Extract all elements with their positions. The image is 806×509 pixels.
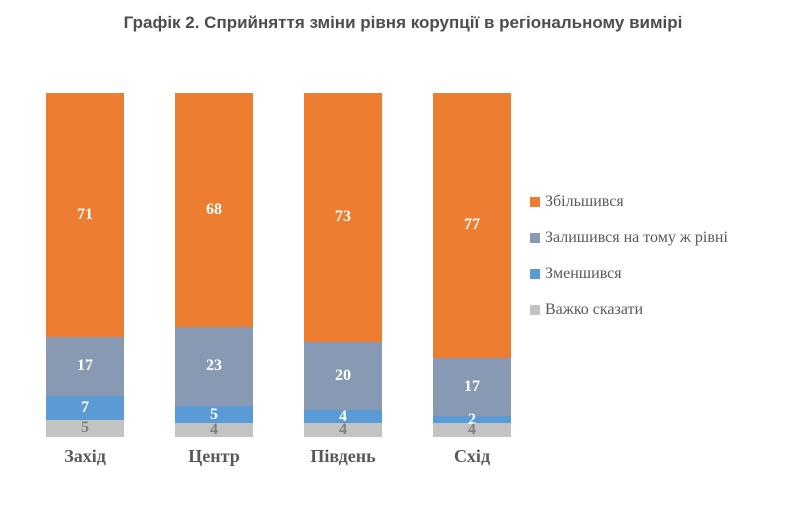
bar-2: 68 23 5 4 xyxy=(175,93,253,439)
bar-segment-series-2: 17 xyxy=(433,357,511,417)
segment-value-label: 7 xyxy=(81,398,89,416)
category-label-3: Південь xyxy=(310,446,376,466)
segment-value-label: 5 xyxy=(81,419,89,437)
segment-value-label: 17 xyxy=(77,357,93,375)
bar-segment-series-3: 4 xyxy=(304,407,382,425)
bar-segment-series-4: 5 xyxy=(46,419,124,437)
segment-value-label: 4 xyxy=(339,407,347,425)
bar-segment-series-1: 73 xyxy=(304,93,382,342)
segment-value-label: 73 xyxy=(335,208,351,226)
legend-item-1: Збільшився xyxy=(530,184,728,220)
category-label-2: Центр xyxy=(188,446,240,466)
legend-swatch-icon xyxy=(530,233,540,243)
plot-area: 71 17 7 5 68 23 5 4 73 20 4 4 77 17 2 4 xyxy=(46,93,512,439)
legend-label: Зменшився xyxy=(545,265,622,282)
bar-3: 73 20 4 4 xyxy=(304,93,382,439)
bar-segment-series-3: 5 xyxy=(175,405,253,424)
bar-segment-series-4: 4 xyxy=(175,421,253,439)
category-label-1: Захід xyxy=(64,446,106,466)
bar-segment-series-1: 68 xyxy=(175,93,253,327)
legend-item-2: Залишився на тому ж рівні xyxy=(530,220,728,256)
category-axis: Захід Центр Південь Схід xyxy=(46,446,512,472)
legend-label: Залишився на тому ж рівні xyxy=(545,229,728,246)
chart-legend: Збільшився Залишився на тому ж рівні Зменш… xyxy=(530,184,728,328)
segment-value-label: 71 xyxy=(77,206,93,224)
legend-item-4: Важко сказати xyxy=(530,292,728,328)
legend-label: Збільшився xyxy=(545,193,624,210)
category-label-4: Схід xyxy=(453,446,491,466)
segment-value-label: 2 xyxy=(468,410,476,428)
segment-value-label: 4 xyxy=(468,421,476,439)
bar-segment-series-2: 17 xyxy=(46,337,124,396)
chart-title: Графік 2. Сприйняття зміни рівня корупці… xyxy=(123,13,683,32)
bar-segment-series-1: 71 xyxy=(46,93,124,338)
segment-value-label: 23 xyxy=(206,357,222,375)
legend-item-3: Зменшився xyxy=(530,256,728,292)
legend-swatch-icon xyxy=(530,269,540,279)
segment-value-label: 4 xyxy=(210,421,218,439)
legend-swatch-icon xyxy=(530,305,540,315)
bar-segment-series-2: 23 xyxy=(175,326,253,407)
legend-swatch-icon xyxy=(530,197,540,207)
bar-1: 71 17 7 5 xyxy=(46,93,124,437)
segment-value-label: 5 xyxy=(210,405,218,423)
bar-segment-series-4: 4 xyxy=(433,421,511,439)
legend-label: Важко сказати xyxy=(545,301,644,318)
segment-value-label: 68 xyxy=(206,200,222,218)
segment-value-label: 4 xyxy=(339,421,347,439)
segment-value-label: 20 xyxy=(335,366,351,384)
bar-segment-series-2: 20 xyxy=(304,341,382,410)
bar-4: 77 17 2 4 xyxy=(433,93,511,439)
segment-value-label: 77 xyxy=(464,216,480,234)
bar-segment-series-3: 2 xyxy=(433,411,511,427)
bar-segment-series-1: 77 xyxy=(433,93,511,358)
segment-value-label: 17 xyxy=(464,378,480,396)
bar-segment-series-4: 4 xyxy=(304,421,382,439)
bar-segment-series-3: 7 xyxy=(46,395,124,420)
